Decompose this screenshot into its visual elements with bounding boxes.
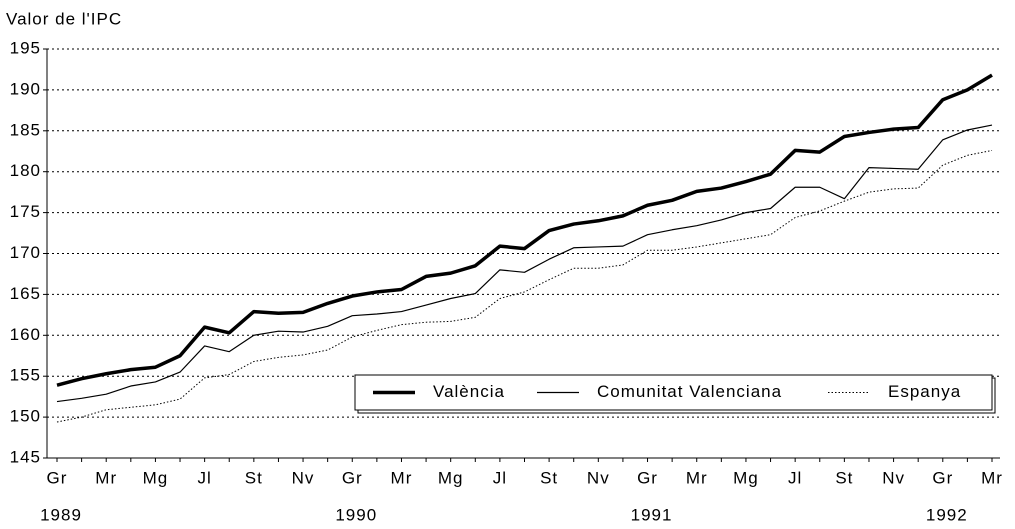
y-tick-label: 190 — [10, 79, 41, 98]
y-tick-label: 195 — [10, 38, 41, 57]
legend-label: Espanya — [888, 382, 961, 401]
x-tick-label: Jl — [197, 468, 211, 487]
y-tick-label: 165 — [10, 284, 41, 303]
x-tick-label: Mr — [981, 468, 1003, 487]
x-year-label: 1990 — [335, 505, 377, 524]
x-tick-label: St — [540, 468, 558, 487]
x-tick-label: Mr — [686, 468, 708, 487]
x-tick-label: Gr — [342, 468, 363, 487]
x-tick-label: Nv — [587, 468, 610, 487]
legend-label: Comunitat Valenciana — [597, 382, 782, 401]
y-tick-label: 170 — [10, 243, 41, 262]
x-tick-label: Gr — [637, 468, 658, 487]
y-tick-label: 175 — [10, 202, 41, 221]
y-tick-label: 160 — [10, 325, 41, 344]
y-tick-label: 180 — [10, 161, 41, 180]
y-tick-label: 145 — [10, 447, 41, 466]
x-tick-label: Mg — [733, 468, 759, 487]
x-year-label: 1992 — [926, 505, 968, 524]
legend-label: València — [433, 382, 505, 401]
y-tick-label: 185 — [10, 120, 41, 139]
x-tick-label: Jl — [493, 468, 507, 487]
x-tick-label: Gr — [932, 468, 953, 487]
x-tick-label: Mr — [95, 468, 117, 487]
x-year-label: 1991 — [631, 505, 673, 524]
series-line — [56, 149, 993, 423]
series-line — [56, 73, 993, 387]
x-tick-label: Nv — [882, 468, 905, 487]
x-year-label: 1989 — [40, 505, 82, 524]
x-tick-label: Mg — [438, 468, 464, 487]
x-tick-label: Mg — [143, 468, 169, 487]
x-tick-label: Gr — [47, 468, 68, 487]
x-tick-label: St — [245, 468, 263, 487]
legend-box — [354, 374, 993, 411]
y-axis-label: Valor de l'IPC — [6, 9, 122, 28]
series-line — [56, 124, 993, 403]
x-tick-label: Nv — [292, 468, 315, 487]
y-tick-label: 155 — [10, 366, 41, 385]
x-tick-label: Mr — [391, 468, 413, 487]
x-tick-label: Jl — [788, 468, 802, 487]
y-tick-label: 150 — [10, 407, 41, 426]
x-tick-label: St — [835, 468, 853, 487]
